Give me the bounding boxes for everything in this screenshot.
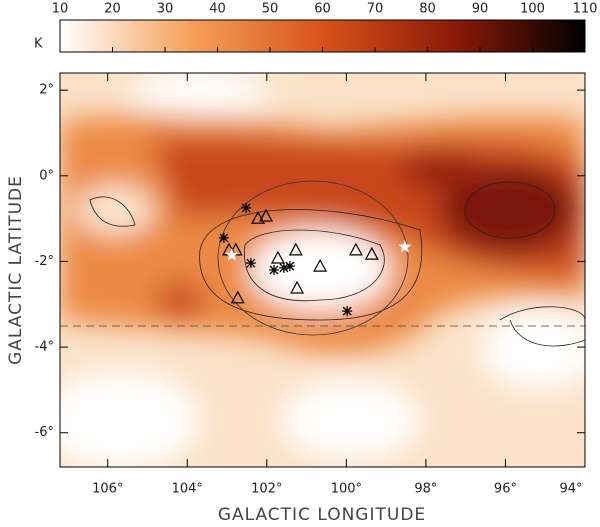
triangle-marker [313, 258, 328, 272]
x-tick-label: 94° [559, 482, 582, 497]
x-tick-label: 100° [331, 482, 362, 497]
y-tick-label: -2° [35, 254, 54, 269]
region-ellipse [217, 180, 409, 336]
y-tick-label: 2° [39, 83, 54, 98]
x-tick-label: 96° [494, 482, 517, 497]
asterisk-marker [268, 265, 279, 275]
y-tick-label: -6° [35, 425, 54, 440]
colorbar-label: K [34, 37, 43, 52]
heatmap [60, 73, 585, 467]
colorbar-tick-label: 20 [104, 2, 121, 17]
asterisk-marker [342, 306, 353, 317]
triangle-marker [288, 242, 303, 256]
triangle-marker [259, 208, 274, 222]
x-tick-label: 106° [92, 482, 123, 497]
plot-frame [59, 72, 586, 468]
triangle-marker [290, 280, 305, 294]
x-tick-label: 102° [251, 482, 282, 497]
colorbar-tick-label: 110 [573, 2, 598, 17]
colorbar-tick-label: 60 [314, 2, 331, 17]
y-axis-label: GALACTIC LATITUDE [6, 175, 26, 365]
asterisk-marker [284, 261, 295, 272]
asterisk-marker [218, 232, 229, 243]
x-axis-label: GALACTIC LONGITUDE [218, 505, 426, 525]
x-tick-label: 98° [414, 482, 437, 497]
colorbar-tick-label: 40 [209, 2, 226, 17]
triangle-marker [230, 290, 245, 304]
star-marker [225, 248, 239, 261]
asterisk-marker [278, 262, 289, 273]
triangle-marker [270, 250, 285, 264]
star-marker [398, 239, 412, 253]
colorbar-tick-label: 90 [472, 2, 489, 17]
triangle-marker [364, 246, 379, 260]
y-tick-label: -4° [35, 340, 54, 355]
x-tick-label: 104° [172, 482, 203, 497]
asterisk-marker [241, 202, 252, 213]
colorbar-tick-label: 30 [157, 2, 174, 17]
triangle-marker [348, 242, 363, 256]
colorbar-tick-label: 50 [262, 2, 279, 17]
colorbar [59, 19, 586, 53]
colorbar-tick-label: 10 [52, 2, 69, 17]
y-tick-label: 0° [39, 168, 54, 183]
colorbar-tick-label: 100 [520, 2, 545, 17]
asterisk-marker [245, 258, 256, 269]
triangle-marker [251, 210, 266, 224]
colorbar-tick-label: 80 [419, 2, 436, 17]
colorbar-tick-label: 70 [367, 2, 384, 17]
